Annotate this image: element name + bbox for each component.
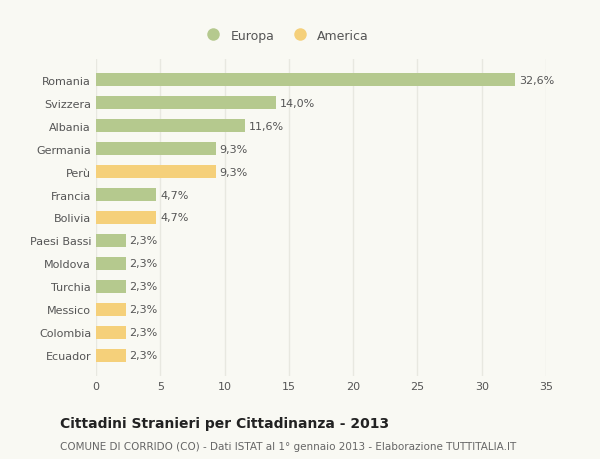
Text: 2,3%: 2,3% (130, 305, 158, 315)
Bar (96, 326, 125, 339)
Text: 2,3%: 2,3% (130, 259, 158, 269)
Bar (96, 120, 245, 133)
Text: 2,3%: 2,3% (130, 236, 158, 246)
Text: 9,3%: 9,3% (220, 167, 248, 177)
Bar (96, 212, 157, 224)
Bar (96, 235, 125, 247)
Bar (96, 74, 515, 87)
Text: 2,3%: 2,3% (130, 282, 158, 292)
Text: COMUNE DI CORRIDO (CO) - Dati ISTAT al 1° gennaio 2013 - Elaborazione TUTTITALIA: COMUNE DI CORRIDO (CO) - Dati ISTAT al 1… (60, 441, 516, 451)
Text: 2,3%: 2,3% (130, 351, 158, 361)
Bar (96, 349, 125, 362)
Text: 4,7%: 4,7% (160, 190, 188, 200)
Text: 4,7%: 4,7% (160, 213, 188, 223)
Bar (96, 257, 125, 270)
Text: 2,3%: 2,3% (130, 328, 158, 338)
Bar (96, 189, 157, 202)
Text: 32,6%: 32,6% (519, 75, 554, 85)
Bar (96, 97, 276, 110)
Text: 9,3%: 9,3% (220, 144, 248, 154)
Text: 11,6%: 11,6% (249, 121, 284, 131)
Text: 14,0%: 14,0% (280, 98, 315, 108)
Bar (96, 280, 125, 293)
Bar (96, 143, 215, 156)
Bar (96, 303, 125, 316)
Bar (96, 166, 215, 179)
Text: Cittadini Stranieri per Cittadinanza - 2013: Cittadini Stranieri per Cittadinanza - 2… (60, 417, 389, 431)
Legend: Europa, America: Europa, America (196, 25, 374, 48)
